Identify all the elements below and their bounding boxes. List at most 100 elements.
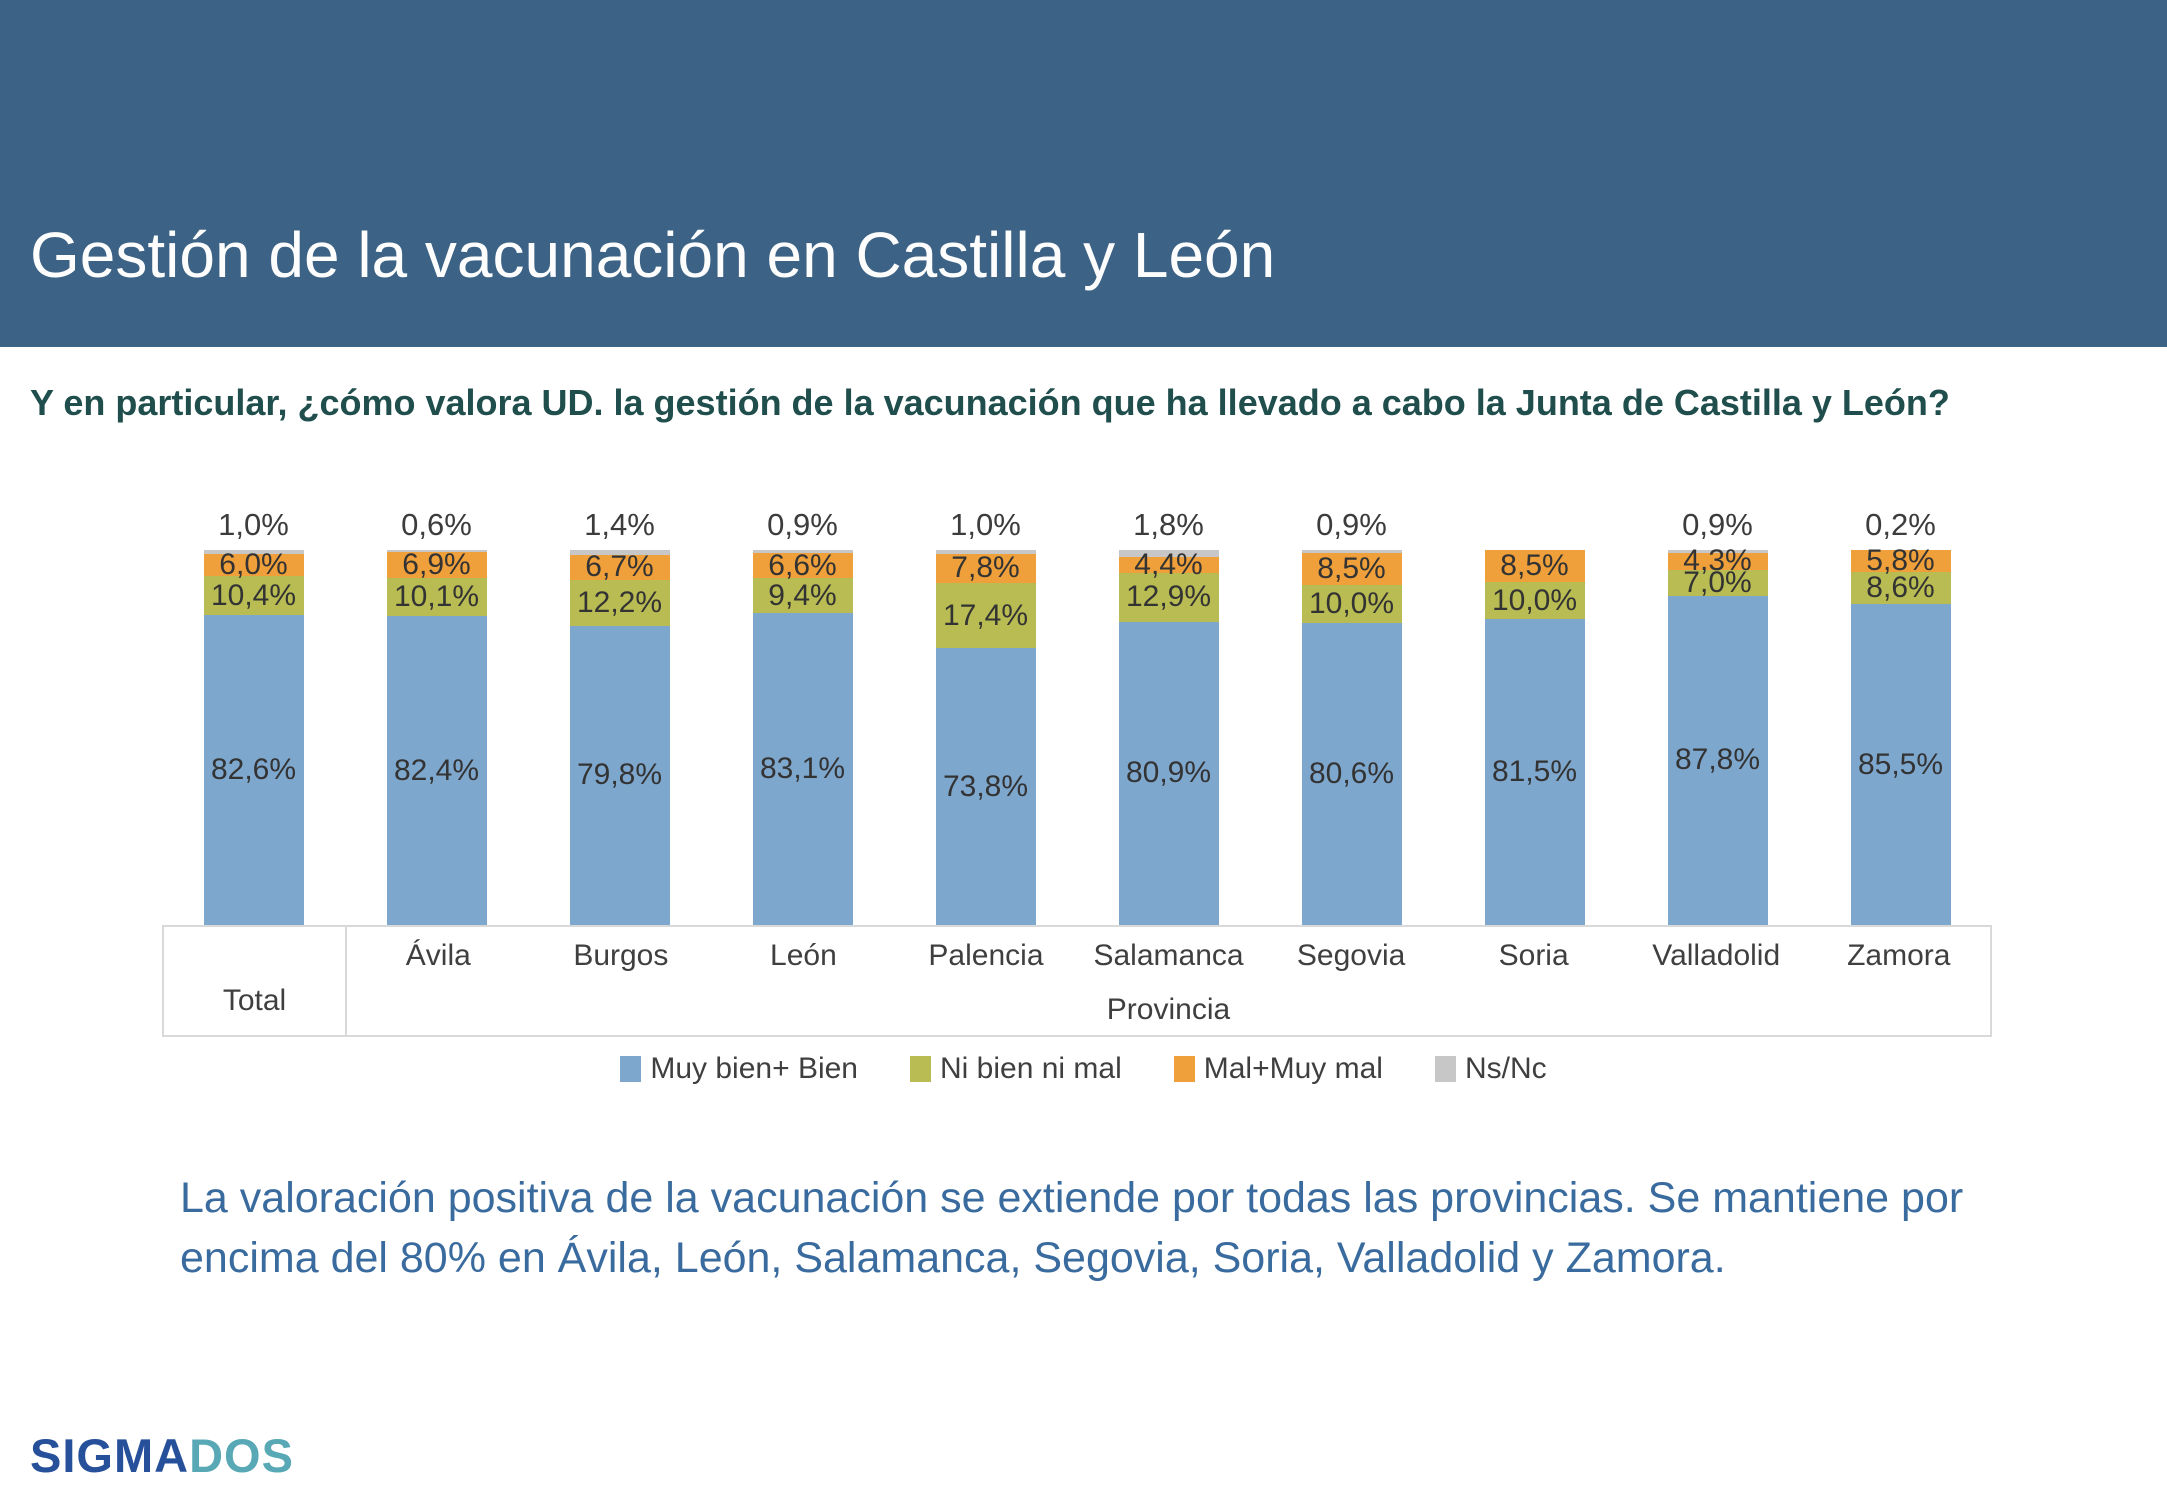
stacked-bar: 8,5% 10,0% 80,6%: [1301, 550, 1402, 925]
axis-total-label: Total: [222, 984, 287, 1017]
segment-ni-bien-ni-mal: [1850, 572, 1951, 605]
segment-ni-bien-ni-mal: [935, 583, 1036, 649]
legend-swatch-icon: [1434, 1056, 1456, 1082]
legend-label: Mal+Muy mal: [1203, 1052, 1383, 1085]
segment-mal-muy-mal: [752, 553, 853, 579]
segment-ns-nc: [935, 550, 1036, 554]
segment-mal-muy-mal: [1850, 550, 1951, 573]
segment-ni-bien-ni-mal: [1667, 569, 1768, 596]
segment-muy-bien-bien: [752, 613, 853, 925]
axis-label-burgos: Burgos: [573, 939, 669, 972]
chart-plot-area: 1,0% 6,0% 10,4% 82,6% 0,6% 6,9% 10,1% 82,4% 1,4%…: [162, 500, 1992, 925]
bar-column-palencia: 1,0% 7,8% 17,4% 73,8%: [894, 500, 1077, 925]
bar-column-total: 1,0% 6,0% 10,4% 82,6%: [162, 500, 345, 925]
legend-item-ns-nc: Ns/Nc: [1434, 1052, 1547, 1086]
legend-item-muy-bien-bien: Muy bien+ Bien: [620, 1052, 858, 1086]
stacked-bar: 4,3% 7,0% 87,8%: [1667, 545, 1768, 925]
nsnc-value-label: 0,9%: [767, 507, 838, 542]
segment-mal-muy-mal: [1118, 556, 1219, 574]
segment-ni-bien-ni-mal: [386, 578, 487, 616]
survey-question: Y en particular, ¿cómo valora UD. la ges…: [30, 382, 1950, 423]
stacked-bar: 6,0% 10,4% 82,6%: [203, 549, 304, 925]
nsnc-value-label: 1,8%: [1133, 507, 1204, 542]
stacked-bar: 7,8% 17,4% 73,8%: [935, 550, 1036, 925]
axis-group-label: Provincia: [1106, 993, 1231, 1026]
segment-ni-bien-ni-mal: [203, 576, 304, 616]
segment-ns-nc: [1850, 549, 1951, 551]
segment-ni-bien-ni-mal: [1118, 573, 1219, 622]
legend-item-ni-bien-ni-mal: Ni bien ni mal: [910, 1052, 1122, 1086]
segment-ns-nc: [203, 550, 304, 554]
axis-category-labels: Ávila Burgos León Palencia Salamanca Segovia S…: [347, 927, 1990, 985]
segment-ni-bien-ni-mal: [569, 580, 670, 626]
bar-column-segovia: 0,9% 8,5% 10,0% 80,6%: [1260, 500, 1443, 925]
bar-column-zamora: 0,2% 5,8% 8,6% 85,5%: [1809, 500, 1992, 925]
bar-column-salamanca: 1,8% 4,4% 12,9% 80,9%: [1077, 500, 1260, 925]
bar-column-vila: 0,6% 6,9% 10,1% 82,4%: [345, 500, 528, 925]
axis-provinces-cell: Ávila Burgos León Palencia Salamanca Segovia S…: [347, 927, 1990, 1035]
segment-muy-bien-bien: [386, 616, 487, 925]
chart-legend: Muy bien+ Bien Ni bien ni mal Mal+Muy mal N…: [0, 1052, 2167, 1086]
segment-mal-muy-mal: [1667, 553, 1768, 570]
axis-label-segovia: Segovia: [1296, 939, 1406, 972]
bar-column-soria: 8,5% 10,0% 81,5%: [1443, 500, 1626, 925]
nsnc-value-label: 1,0%: [950, 507, 1021, 542]
segment-ni-bien-ni-mal: [1484, 581, 1585, 620]
axis-label-zamora: Zamora: [1847, 939, 1951, 972]
legend-item-mal-muy-mal: Mal+Muy mal: [1173, 1052, 1383, 1086]
segment-ns-nc: [1667, 550, 1768, 554]
conclusion-text: La valoración positiva de la vacunación …: [180, 1174, 1964, 1282]
nsnc-value-label: 1,0%: [218, 507, 289, 542]
axis-label-palencia: Palencia: [928, 939, 1044, 972]
nsnc-value-label: 0,6%: [401, 507, 472, 542]
nsnc-value-label: 0,2%: [1865, 506, 1936, 542]
segment-ns-nc: [1301, 550, 1402, 554]
legend-swatch-icon: [620, 1056, 642, 1082]
title-band: Gestión de la vacunación en Castilla y L…: [0, 0, 2167, 347]
stacked-bar: 4,4% 12,9% 80,9%: [1118, 549, 1219, 925]
segment-mal-muy-mal: [1484, 550, 1585, 582]
segment-muy-bien-bien: [1301, 622, 1402, 925]
segment-muy-bien-bien: [1850, 604, 1951, 925]
page-title: Gestión de la vacunación en Castilla y L…: [30, 219, 1276, 291]
x-axis-table: Total Ávila Burgos León Palencia Salamanca Se…: [162, 925, 1992, 1037]
segment-ns-nc: [569, 549, 670, 555]
legend-swatch-icon: [910, 1056, 931, 1082]
segment-muy-bien-bien: [1118, 621, 1219, 925]
bar-column-burgos: 1,4% 6,7% 12,2% 79,8%: [528, 500, 711, 925]
axis-label-salamanca: Salamanca: [1093, 939, 1244, 972]
segment-muy-bien-bien: [1667, 595, 1768, 925]
segment-mal-muy-mal: [386, 552, 487, 579]
segment-mal-muy-mal: [569, 554, 670, 580]
segment-ns-nc: [752, 550, 853, 554]
axis-label-soria: Soria: [1498, 939, 1569, 972]
stacked-bar: 6,6% 9,4% 83,1%: [752, 549, 853, 925]
axis-label-valladolid: Valladolid: [1652, 939, 1781, 972]
segment-mal-muy-mal: [203, 553, 304, 577]
legend-label: Muy bien+ Bien: [650, 1052, 858, 1085]
stacked-bar: 6,7% 12,2% 79,8%: [569, 549, 670, 925]
segment-ns-nc: [386, 550, 487, 553]
segment-ni-bien-ni-mal: [752, 578, 853, 614]
segment-ni-bien-ni-mal: [1301, 585, 1402, 623]
nsnc-value-label: 0,9%: [1682, 507, 1753, 542]
logo-sigma: SIGMA: [30, 1429, 190, 1482]
legend-label: Ni bien ni mal: [940, 1052, 1122, 1085]
nsnc-value-label: 1,4%: [584, 506, 655, 542]
stacked-bar: 5,8% 8,6% 85,5%: [1850, 545, 1951, 925]
segment-muy-bien-bien: [203, 615, 304, 925]
logo-dos: DOS: [189, 1429, 294, 1482]
segment-mal-muy-mal: [935, 553, 1036, 583]
stacked-bar: 6,9% 10,1% 82,4%: [386, 549, 487, 925]
stacked-bar: 8,5% 10,0% 81,5%: [1484, 549, 1585, 925]
segment-muy-bien-bien: [1484, 619, 1585, 925]
legend-label: Ns/Nc: [1464, 1052, 1547, 1085]
axis-label-vila: Ávila: [405, 939, 471, 972]
segment-mal-muy-mal: [1301, 553, 1402, 586]
segment-muy-bien-bien: [569, 625, 670, 925]
segment-ns-nc: [1118, 550, 1219, 557]
sigmados-logo: SIGMADOS: [30, 1428, 294, 1483]
axis-label-le-n: León: [770, 939, 837, 972]
bar-column-le-n: 0,9% 6,6% 9,4% 83,1%: [711, 500, 894, 925]
axis-total-cell: Total: [164, 927, 347, 1035]
